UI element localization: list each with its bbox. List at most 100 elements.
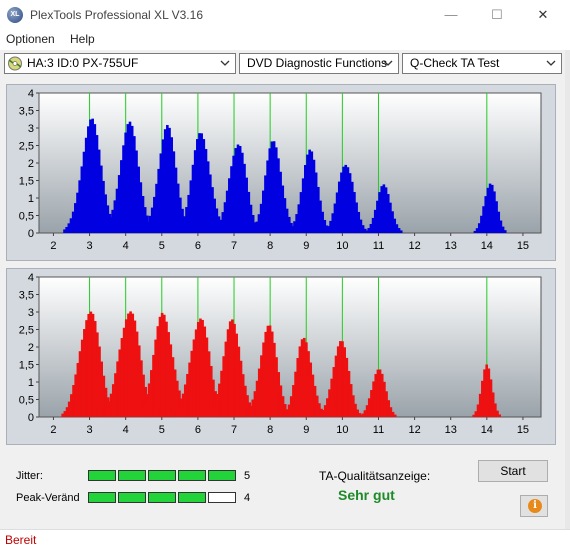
close-button[interactable]: ✕ — [537, 7, 549, 22]
data-bar — [480, 215, 483, 233]
y-tick-label: 0 — [28, 412, 34, 424]
start-button[interactable]: Start — [478, 460, 548, 482]
data-bar — [133, 320, 137, 417]
data-bar — [169, 344, 173, 417]
data-bar — [183, 216, 186, 233]
data-bar — [247, 191, 251, 233]
data-bar — [499, 220, 503, 233]
peak-chart: 0 0,5 1 1,5 2 2,5 3 3,5 4 2 3 4 5 6 7 8 9 10 11 12 13 14 15 — [19, 272, 542, 436]
data-bar — [261, 190, 265, 233]
drive-select[interactable]: HA:3 ID:0 PX-755UF — [4, 53, 236, 74]
data-bar — [143, 207, 147, 233]
data-bar — [213, 401, 217, 417]
data-bar — [211, 187, 214, 233]
x-tick-label: 13 — [445, 424, 457, 436]
data-bar — [176, 229, 180, 233]
data-bar — [142, 374, 145, 417]
data-bar — [493, 191, 496, 233]
x-tick-label: 4 — [123, 424, 129, 436]
data-bar — [143, 402, 147, 417]
data-bar — [270, 331, 274, 417]
data-bar — [122, 145, 125, 233]
data-bar — [281, 396, 285, 417]
data-bar — [67, 223, 71, 233]
data-bar — [374, 374, 378, 417]
y-tick-label: 4 — [28, 88, 34, 100]
data-bar — [78, 351, 82, 417]
data-bar — [97, 149, 101, 233]
data-bar — [102, 229, 106, 233]
data-bar — [186, 373, 189, 417]
data-bar — [238, 146, 242, 233]
data-bar — [283, 413, 287, 417]
window-edge — [565, 50, 570, 530]
data-bar — [503, 230, 507, 233]
data-bar — [98, 346, 101, 417]
data-bar — [357, 211, 361, 233]
data-bar — [378, 369, 382, 417]
data-bar — [159, 153, 163, 233]
data-bar — [279, 171, 282, 233]
data-bar — [373, 209, 377, 233]
data-bar — [212, 379, 215, 417]
data-bar — [102, 180, 105, 233]
function-select[interactable]: DVD Diagnostic Functions — [239, 53, 399, 74]
minimize-button[interactable]: — — [444, 7, 458, 22]
y-tick-label: 3,5 — [19, 106, 34, 118]
data-bar — [177, 406, 181, 417]
data-bar — [300, 339, 304, 417]
data-bar — [244, 385, 247, 417]
data-bar — [310, 151, 314, 233]
data-bar — [319, 200, 322, 233]
data-bar — [329, 220, 332, 233]
menu-optionen[interactable]: Optionen — [6, 32, 55, 46]
data-bar — [171, 357, 175, 417]
data-bar — [313, 385, 317, 417]
data-bar — [203, 326, 207, 417]
data-bar — [476, 404, 480, 417]
data-bar — [331, 213, 335, 233]
data-bar — [192, 339, 196, 417]
data-bar — [264, 175, 267, 233]
meter-segment — [178, 470, 206, 481]
data-bar — [473, 230, 477, 233]
data-bar — [241, 374, 245, 417]
status-text: Bereit — [5, 533, 37, 547]
data-bar — [215, 394, 219, 417]
data-bar — [235, 333, 238, 417]
data-bar — [277, 158, 280, 233]
test-select-value: Q-Check TA Test — [410, 56, 500, 70]
x-tick-label: 7 — [231, 424, 237, 436]
data-bar — [202, 139, 206, 233]
data-bar — [255, 380, 259, 417]
menu-help[interactable]: Help — [70, 32, 95, 46]
data-bar — [139, 411, 142, 417]
meter-segment — [88, 492, 116, 503]
y-tick-label: 2,5 — [19, 141, 34, 153]
data-bar — [262, 342, 265, 417]
data-bar — [157, 168, 160, 233]
data-bar — [137, 345, 141, 417]
info-button[interactable]: i — [520, 495, 548, 517]
data-bar — [330, 378, 333, 417]
data-bar — [199, 318, 202, 417]
data-bar — [212, 230, 216, 233]
function-select-value: DVD Diagnostic Functions — [247, 56, 388, 70]
data-bar — [84, 137, 88, 233]
data-bar — [301, 178, 305, 233]
y-tick-label: 4 — [28, 272, 34, 284]
data-bar — [147, 383, 151, 417]
data-bar — [150, 207, 154, 233]
data-bar — [194, 329, 198, 417]
data-bar — [251, 229, 254, 233]
data-bar — [472, 414, 475, 417]
data-bar — [178, 226, 182, 233]
data-bar — [61, 413, 64, 417]
test-select[interactable]: Q-Check TA Test — [402, 53, 562, 74]
data-bar — [308, 149, 311, 233]
y-tick-label: 3 — [28, 123, 34, 135]
data-bar — [272, 141, 276, 233]
data-bar — [170, 137, 173, 233]
data-bar — [315, 395, 319, 417]
maximize-button[interactable]: ☐ — [491, 7, 503, 22]
